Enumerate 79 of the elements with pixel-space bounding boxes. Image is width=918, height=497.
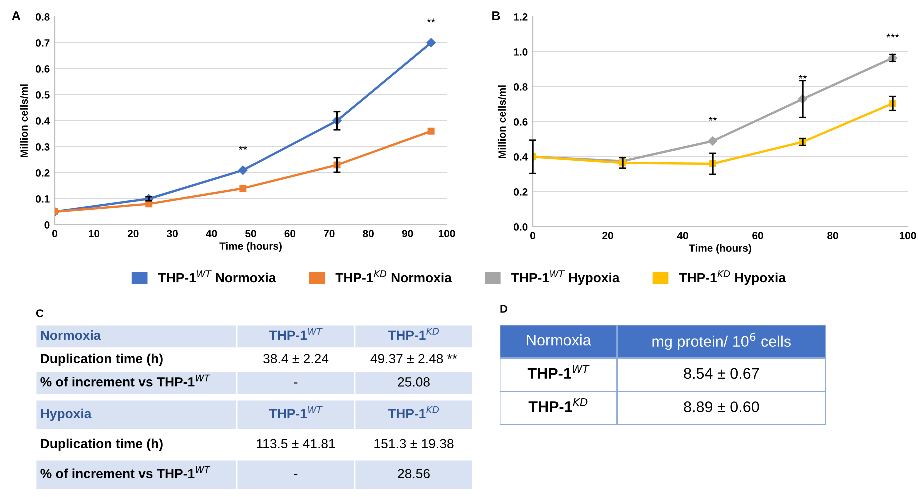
x-tick-label: 90 bbox=[402, 230, 414, 238]
x-tick-label: 80 bbox=[828, 232, 838, 240]
x-tick-label: 40 bbox=[206, 230, 218, 238]
y-tick-label: 0.4 bbox=[36, 118, 50, 125]
text: 49.37 ± 2.48 ** bbox=[370, 354, 458, 364]
x-tick-label: 100 bbox=[438, 230, 456, 238]
x-tick-label: 0 bbox=[52, 230, 58, 238]
text: C bbox=[36, 310, 44, 318]
x-tick-label: 20 bbox=[128, 230, 139, 238]
category-label: THP-1$^{KD}$ bbox=[388, 328, 440, 340]
x-tick-label: 50 bbox=[246, 230, 256, 238]
legend-label: THP-1$^{WT}$ Hypoxia bbox=[512, 270, 620, 286]
category-label: THP-1$^{KD}$ bbox=[528, 398, 588, 412]
legend-label: THP-1$^{WT}$ Normoxia bbox=[158, 270, 276, 283]
y-tick-label: 0.0 bbox=[514, 224, 528, 231]
x-tick-label: 40 bbox=[677, 232, 688, 240]
chart-title: B bbox=[492, 12, 500, 20]
text: Normoxia bbox=[527, 334, 592, 346]
legend-label: THP-1$^{KD}$ Hypoxia bbox=[679, 270, 786, 286]
x-tick-label: 30 bbox=[167, 230, 178, 238]
chart-title: A bbox=[12, 12, 21, 20]
y-axis-title: Million cells/ml bbox=[20, 84, 28, 158]
y-tick-label: 0.8 bbox=[36, 14, 50, 21]
annotation: ** bbox=[798, 75, 808, 79]
category-label: Duplication time (h) bbox=[41, 438, 163, 452]
y-axis-title: Million cells/ml bbox=[498, 86, 506, 158]
text: Hypoxia bbox=[41, 408, 92, 422]
text: 25.08 bbox=[398, 378, 430, 387]
annotation: ** bbox=[239, 146, 248, 150]
point bbox=[426, 38, 436, 48]
category-label: THP-1$^{WT}$ bbox=[269, 406, 323, 418]
category-label: Duplication time (h) bbox=[41, 354, 163, 366]
point bbox=[708, 136, 718, 146]
annotation: ** bbox=[427, 18, 436, 23]
text: Normoxia bbox=[41, 330, 102, 340]
y-tick-label: 0.5 bbox=[36, 92, 50, 99]
text: 38.4 ± 2.24 bbox=[264, 354, 329, 364]
text: - bbox=[294, 382, 298, 384]
x-tick-label: 60 bbox=[284, 230, 296, 238]
y-tick-label: 0.7 bbox=[36, 40, 50, 47]
category-label: THP-1$^{WT}$ bbox=[528, 365, 590, 379]
text: D bbox=[500, 305, 508, 313]
y-tick-label: 0.4 bbox=[514, 154, 528, 161]
legend-label: THP-1$^{KD}$ Normoxia bbox=[336, 270, 452, 283]
x-tick-label: 100 bbox=[900, 232, 916, 240]
x-axis-title: Time (hours) bbox=[220, 242, 282, 252]
annotation: ** bbox=[708, 117, 718, 121]
x-tick-label: 0 bbox=[530, 232, 536, 240]
y-tick-label: 0.3 bbox=[36, 144, 50, 151]
text: - bbox=[294, 474, 298, 476]
text: 8.89 ± 0.60 bbox=[684, 402, 760, 412]
category-label: mg protein/ 10$^{6}$ cells bbox=[652, 333, 791, 350]
x-tick-label: 80 bbox=[363, 230, 374, 238]
category-label: THP-1$^{KD}$ bbox=[388, 406, 440, 418]
category-label: % of increment vs THP-1$^{WT}$ bbox=[40, 374, 211, 387]
y-tick-label: 0.2 bbox=[36, 170, 50, 177]
y-tick-label: 1.0 bbox=[514, 48, 528, 56]
annotation: *** bbox=[886, 34, 900, 38]
y-tick-label: 0.2 bbox=[514, 188, 528, 196]
y-tick-label: 0 bbox=[44, 222, 50, 229]
point bbox=[428, 128, 435, 135]
text: 28.56 bbox=[398, 469, 430, 479]
x-axis-title: Time (hours) bbox=[689, 244, 752, 254]
x-tick-label: 60 bbox=[752, 232, 764, 240]
y-tick-label: 0.6 bbox=[36, 66, 50, 73]
x-tick-label: 10 bbox=[89, 230, 100, 238]
text: 113.5 ± 41.81 bbox=[257, 439, 336, 449]
text: 151.3 ± 19.38 bbox=[374, 439, 454, 449]
x-tick-label: 20 bbox=[602, 232, 614, 240]
y-tick-label: 1.2 bbox=[514, 14, 528, 21]
point bbox=[240, 185, 247, 192]
text: 8.54 ± 0.67 bbox=[684, 368, 760, 380]
category-label: THP-1$^{WT}$ bbox=[269, 328, 323, 340]
y-tick-label: 0.8 bbox=[514, 84, 528, 91]
category-label: % of increment vs THP-1$^{WT}$ bbox=[40, 466, 211, 478]
point bbox=[238, 166, 248, 176]
x-tick-label: 70 bbox=[324, 230, 335, 238]
y-tick-label: 0.6 bbox=[514, 118, 528, 126]
y-tick-label: 0.1 bbox=[36, 196, 50, 203]
